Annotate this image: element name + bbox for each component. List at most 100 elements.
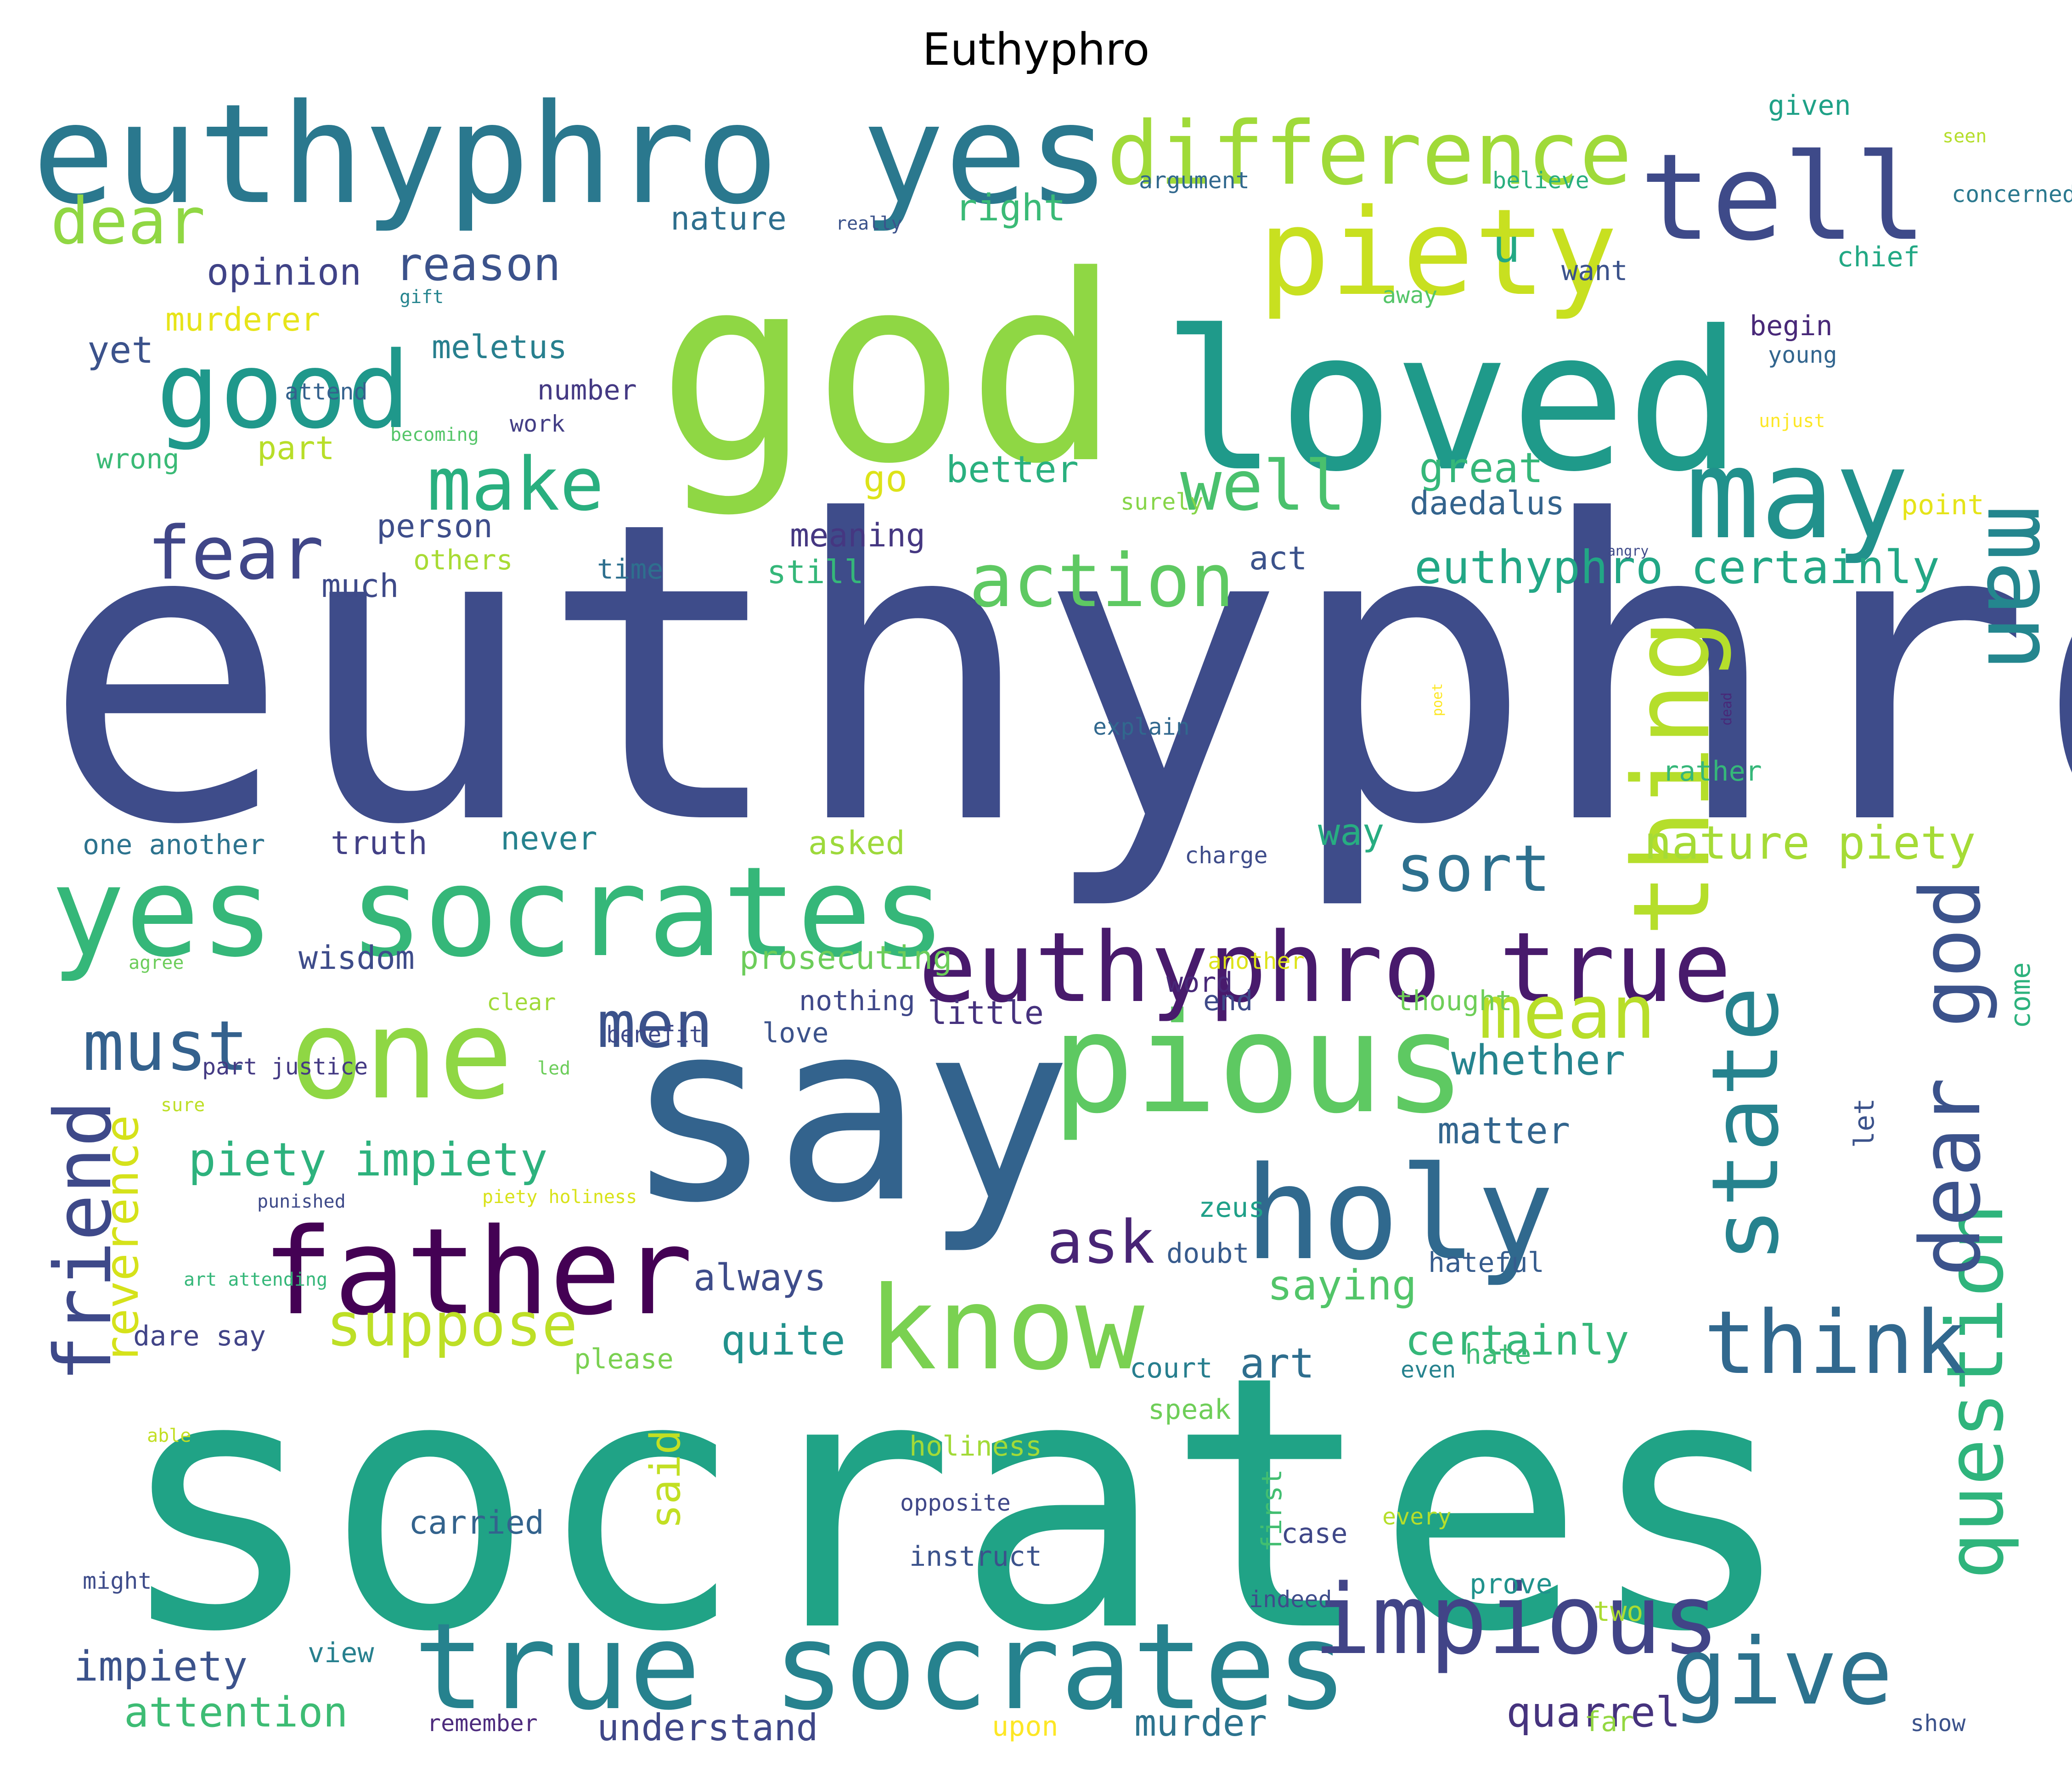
cloud-word: understand — [597, 1706, 818, 1749]
cloud-word: prove — [1470, 1568, 1553, 1600]
cloud-word: number — [537, 374, 637, 406]
cloud-word: still — [767, 553, 864, 591]
cloud-word: god — [657, 221, 1121, 520]
cloud-word: explain — [1093, 714, 1190, 740]
cloud-word: always — [693, 1256, 826, 1299]
cloud-word: man — [1966, 505, 2072, 671]
cloud-word: another — [1208, 948, 1305, 974]
cloud-word: benefit — [606, 1021, 703, 1048]
cloud-word: young — [1768, 342, 1837, 368]
cloud-word: others — [413, 544, 513, 576]
cloud-word: away — [1382, 282, 1437, 309]
cloud-word: yet — [87, 329, 154, 371]
cloud-word: daedalus — [1410, 484, 1565, 522]
cloud-word: question — [1930, 1203, 2021, 1580]
cloud-word: true socrates — [413, 1598, 1348, 1737]
cloud-word: murder — [1134, 1702, 1267, 1744]
cloud-word: impious — [1313, 1563, 1720, 1676]
cloud-word: zeus — [1199, 1192, 1265, 1224]
cloud-word: poet — [1430, 683, 1446, 716]
cloud-word: opinion — [207, 251, 361, 293]
cloud-word: might — [83, 1568, 152, 1594]
cloud-word: wrong — [96, 443, 180, 475]
cloud-word: one another — [83, 829, 265, 861]
cloud-word: angry — [1607, 543, 1649, 559]
cloud-word: one — [289, 982, 513, 1127]
cloud-word: really — [836, 213, 902, 234]
cloud-word: saying — [1267, 1261, 1417, 1310]
cloud-word: suppose — [326, 1290, 578, 1360]
cloud-word: becoming — [390, 424, 479, 445]
cloud-word: begin — [1750, 310, 1833, 342]
cloud-word: view — [308, 1637, 374, 1669]
cloud-word: must — [83, 1007, 248, 1086]
cloud-word: thing — [1611, 619, 1734, 937]
cloud-word: right — [955, 186, 1066, 229]
cloud-word: every — [1382, 1503, 1452, 1530]
cloud-word: gift — [400, 287, 444, 308]
cloud-word: mean — [1479, 969, 1655, 1055]
cloud-word: art — [1240, 1339, 1315, 1388]
cloud-word: show — [1910, 1710, 1966, 1737]
cloud-word: able — [147, 1425, 191, 1446]
cloud-word: clear — [487, 989, 556, 1016]
cloud-word: make — [427, 441, 604, 527]
cloud-word: truth — [331, 824, 428, 862]
cloud-word: say — [625, 969, 1072, 1257]
cloud-word: act — [1249, 540, 1307, 577]
cloud-word: certainly — [1405, 1316, 1629, 1365]
cloud-word: hateful — [1428, 1247, 1544, 1279]
cloud-word: art attending — [184, 1269, 327, 1290]
cloud-word: dear god — [1903, 878, 1999, 1277]
cloud-word: know — [868, 1262, 1145, 1395]
cloud-word: said — [642, 1429, 690, 1529]
cloud-word: surely — [1120, 489, 1204, 515]
chart-title: Euthyphro — [922, 24, 1150, 75]
cloud-word: carried — [409, 1504, 544, 1541]
cloud-word: friend — [38, 1100, 129, 1382]
cloud-word: holiness — [909, 1430, 1042, 1462]
cloud-word: piety — [1258, 184, 1618, 322]
cloud-word: yes socrates — [51, 840, 946, 984]
cloud-word: hate — [1465, 1338, 1531, 1371]
cloud-word: upon — [992, 1710, 1059, 1743]
cloud-word: let — [1848, 1098, 1881, 1148]
cloud-word: go — [863, 457, 907, 500]
cloud-word: quite — [721, 1316, 845, 1365]
cloud-word: given — [1768, 90, 1851, 122]
cloud-word: reverence — [95, 1115, 149, 1364]
cloud-word: love — [762, 1017, 829, 1049]
cloud-word: doubt — [1166, 1237, 1250, 1270]
cloud-word: state — [1692, 986, 1799, 1263]
cloud-word: punished — [257, 1191, 346, 1212]
cloud-word: part justice — [202, 1053, 368, 1080]
cloud-word: euthyphro yes — [32, 74, 1110, 235]
cloud-word: person — [377, 507, 493, 545]
cloud-word: pious — [1052, 984, 1466, 1144]
cloud-word: nature — [670, 200, 787, 237]
cloud-word: men — [597, 988, 713, 1063]
cloud-word: work — [510, 411, 565, 437]
cloud-word: euthyphro true — [918, 911, 1731, 1024]
cloud-word: believe — [1492, 167, 1589, 194]
cloud-word: give — [1672, 1619, 1893, 1726]
cloud-word: attention — [124, 1688, 348, 1737]
cloud-word: socrates — [115, 1302, 1796, 1708]
cloud-word: piety holiness — [482, 1187, 637, 1208]
cloud-word: prosecuting — [739, 939, 952, 977]
cloud-word: meaning — [790, 517, 925, 554]
cloud-word: u — [1492, 219, 1520, 273]
cloud-word: father — [262, 1203, 693, 1342]
cloud-word: agree — [129, 952, 184, 973]
cloud-word: loved — [1162, 290, 1742, 514]
cloud-word: case — [1281, 1518, 1348, 1550]
cloud-word: seen — [1942, 126, 1987, 147]
cloud-word: instruct — [909, 1541, 1042, 1573]
cloud-word: asked — [808, 824, 905, 862]
cloud-word: rather — [1662, 755, 1762, 787]
cloud-word: difference — [1107, 103, 1632, 204]
cloud-word: first — [1256, 1469, 1288, 1552]
cloud-word: euthyphro — [41, 434, 2072, 915]
cloud-word: quarrel — [1506, 1688, 1680, 1737]
